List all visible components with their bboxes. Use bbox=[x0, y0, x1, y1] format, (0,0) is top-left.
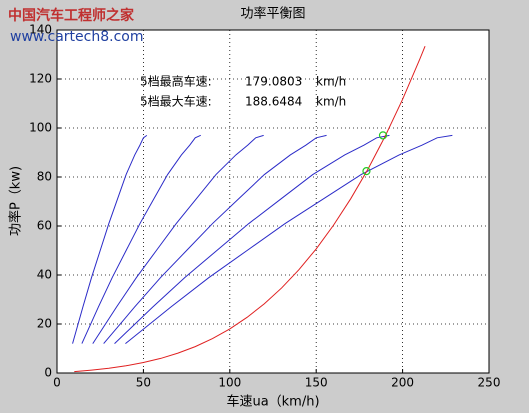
y-tick-label: 140 bbox=[29, 23, 52, 37]
chart-title: 功率平衡图 bbox=[240, 6, 305, 22]
annotation-unit: km/h bbox=[316, 95, 346, 109]
power-curve bbox=[72, 134, 148, 344]
y-tick-label: 0 bbox=[44, 366, 52, 380]
power-curve bbox=[92, 134, 264, 344]
power-curve bbox=[81, 134, 201, 344]
power-curve bbox=[125, 134, 453, 344]
x-tick-label: 50 bbox=[136, 376, 151, 390]
watermark-url: www.cartech8.com bbox=[10, 29, 143, 45]
annotation-label: 5档最高车速: bbox=[140, 74, 212, 89]
power-curve bbox=[103, 134, 327, 344]
annotation-unit: km/h bbox=[316, 75, 346, 89]
x-tick-label: 150 bbox=[305, 376, 328, 390]
intersection-marker bbox=[362, 167, 371, 176]
y-tick-label: 80 bbox=[37, 170, 52, 184]
x-tick-label: 100 bbox=[218, 376, 241, 390]
annotation-value: 188.6484 bbox=[245, 95, 302, 109]
x-axis-label: 车速ua（km/h) bbox=[226, 394, 319, 410]
power-curve bbox=[114, 134, 390, 344]
x-tick-label: 0 bbox=[53, 376, 61, 390]
intersection-marker bbox=[378, 131, 388, 140]
y-axis-label: 功率P（kw) bbox=[8, 166, 24, 236]
y-tick-label: 40 bbox=[37, 268, 52, 282]
power-curve bbox=[74, 45, 426, 373]
y-tick-label: 120 bbox=[29, 72, 52, 86]
y-tick-label: 20 bbox=[37, 317, 52, 331]
x-tick-label: 250 bbox=[478, 376, 501, 390]
y-tick-label: 60 bbox=[37, 219, 52, 233]
x-tick-label: 200 bbox=[391, 376, 414, 390]
annotation-value: 179.0803 bbox=[245, 75, 302, 89]
plot-area bbox=[56, 29, 490, 374]
annotation-label: 5档最大车速: bbox=[140, 94, 212, 109]
y-tick-label: 100 bbox=[29, 121, 52, 135]
watermark-title: 中国汽车工程师之家 bbox=[8, 7, 135, 24]
